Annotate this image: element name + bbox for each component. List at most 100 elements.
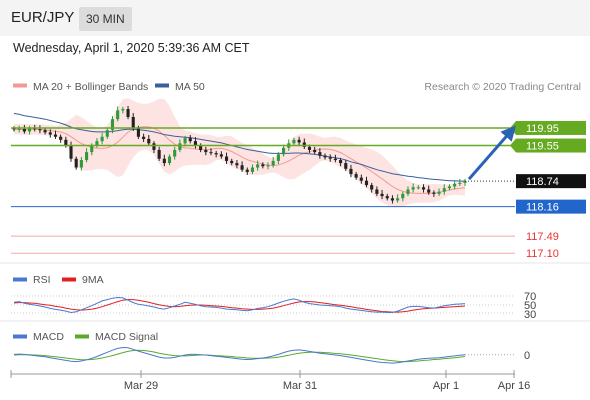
legend-label-macd: MACD (33, 331, 64, 343)
candle-body (427, 189, 431, 193)
legend-swatch-ma20 (13, 83, 27, 88)
candle-body (224, 156, 229, 161)
price-label-118.16: 118.16 (526, 202, 559, 214)
candle-body (152, 143, 156, 150)
candle-body (17, 128, 21, 130)
candle-body (204, 149, 208, 153)
candle-body (302, 142, 306, 147)
candle-body (313, 149, 317, 153)
candle-body (364, 180, 369, 186)
candle-body (453, 183, 457, 187)
ma20-line (13, 126, 466, 194)
bollinger-band-area (14, 98, 465, 208)
legend-swatch-macd-signal (75, 334, 89, 339)
candle-body (188, 138, 192, 142)
candle-body (219, 154, 223, 157)
candle-body (173, 149, 177, 157)
candle-body (307, 146, 312, 150)
legend-swatch-rsi-ma (62, 277, 76, 282)
candle-body (297, 139, 301, 143)
candle-body (126, 109, 130, 117)
legend-label-rsi: RSI (33, 274, 51, 286)
candle-body (53, 134, 58, 137)
candle-body (432, 192, 436, 194)
price-tag-119.55 (516, 138, 586, 153)
candle-body (74, 158, 78, 168)
candle-body (95, 141, 99, 146)
candle-body (116, 110, 120, 120)
legend-label-rsi-ma: 9MA (82, 274, 104, 286)
candle-body (178, 143, 182, 150)
candle-body (193, 141, 197, 146)
candle-body (416, 187, 420, 189)
price-label-118.74: 118.74 (526, 176, 559, 188)
candle-body (131, 116, 135, 128)
macd-panel (13, 346, 515, 364)
candle-body (105, 130, 109, 137)
candle-body (22, 128, 26, 132)
candle-body (385, 196, 389, 199)
candle-body (339, 160, 343, 164)
price-label-117.10: 117.10 (526, 248, 559, 260)
candle-body (375, 189, 379, 194)
candle-body (147, 138, 151, 144)
candle-body (411, 187, 415, 190)
price-tag-118.74 (516, 174, 586, 189)
candle-body (318, 152, 322, 156)
candle-body (12, 128, 16, 130)
candle-body (380, 193, 384, 197)
candle-body (199, 145, 203, 150)
candle-body (421, 187, 426, 190)
candle-body (85, 152, 89, 161)
candle-body (442, 188, 446, 192)
legend-swatch-ma50 (155, 83, 169, 88)
candle-body (27, 127, 32, 132)
candle-body (142, 136, 146, 139)
candle-body (230, 160, 234, 164)
macd-line (13, 346, 466, 364)
candle-body (69, 145, 73, 159)
price-label-117.49: 117.49 (526, 231, 559, 243)
legend-swatch-macd (13, 334, 27, 339)
price-label-119.55: 119.55 (526, 141, 559, 153)
interval-button[interactable]: 30 MIN (79, 7, 132, 31)
macd-tick-0: 0 (524, 350, 530, 362)
rsi-tick-50: 50 (524, 300, 536, 312)
rsi-ma-line (13, 299, 466, 313)
rsi-line (13, 296, 466, 314)
symbol-title: EUR/JPY (11, 9, 75, 26)
candle-body (390, 198, 394, 201)
x-tick-label-mar29: Mar 29 (124, 380, 158, 392)
candle-body (323, 155, 327, 158)
candle-body (245, 169, 249, 172)
candle-body (214, 153, 218, 155)
forecast-arrow (467, 125, 516, 181)
price-panel: 119.95 119.55 118.74 118.16 117.49 117.10 (11, 98, 586, 260)
candle-body (162, 158, 166, 164)
legend-label-macd-signal: MACD Signal (95, 331, 158, 343)
candle-body (43, 130, 47, 133)
ma50-line (13, 113, 465, 182)
rsi-tick-70: 70 (524, 291, 536, 303)
candle-body (328, 157, 332, 159)
candle-body (90, 145, 94, 153)
x-tick-label-apr16: Apr 16 (498, 380, 530, 392)
candle-body (167, 156, 172, 164)
candle-body (183, 138, 187, 144)
candle-body (38, 129, 42, 131)
legend-label-ma50: MA 50 (175, 81, 205, 93)
candle-body (437, 191, 441, 194)
x-tick-label-mar31: Mar 31 (283, 380, 317, 392)
candle-body (59, 136, 63, 140)
legend-label-ma20: MA 20 + Bollinger Bands (33, 81, 148, 93)
rsi-tick-30: 30 (524, 309, 536, 321)
candle-body (48, 132, 52, 135)
candle-body (235, 163, 239, 166)
candle-body (209, 152, 213, 154)
candle-body (266, 165, 270, 167)
candle-body (359, 177, 363, 181)
candle-body (100, 136, 104, 142)
candle-body (370, 185, 374, 190)
candle-body (447, 186, 452, 189)
